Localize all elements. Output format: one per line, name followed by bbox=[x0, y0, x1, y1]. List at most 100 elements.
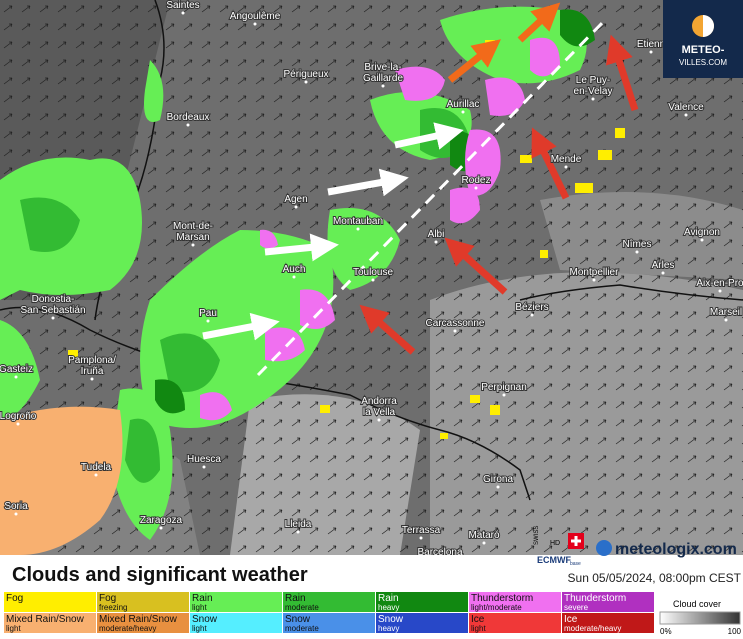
city-dot bbox=[14, 375, 18, 379]
city-label: Soria bbox=[4, 501, 28, 512]
city-label: Donostia- bbox=[32, 294, 75, 305]
city-label: Montpellier bbox=[570, 267, 620, 278]
city-label: Pamplona/ bbox=[68, 355, 116, 366]
legend-label: Thunderstorm bbox=[564, 593, 626, 604]
legend-label: Fog bbox=[99, 593, 116, 604]
legend: Fog FogfreezingRainlightRainmoderateRainh… bbox=[4, 592, 654, 633]
title: Clouds and significant weather bbox=[12, 564, 308, 586]
city-label: Nîmes bbox=[623, 239, 652, 250]
city-dot bbox=[461, 110, 465, 114]
legend-label: Ice bbox=[564, 614, 578, 625]
city-label: Brive-la- bbox=[364, 62, 401, 73]
city-dot bbox=[564, 165, 568, 169]
city-label: Bordeaux bbox=[167, 112, 210, 123]
city-dot bbox=[90, 377, 94, 381]
thunderstorm bbox=[200, 37, 560, 421]
legend-sublabel: moderate bbox=[285, 624, 319, 633]
legend-swatch bbox=[469, 592, 561, 612]
city-label: en-Velay bbox=[574, 86, 613, 97]
city-dot bbox=[635, 250, 639, 254]
city-label: Lleida bbox=[285, 519, 312, 530]
city-dot bbox=[661, 271, 665, 275]
legend-label: Snow bbox=[192, 614, 218, 625]
legend-sublabel: freezing bbox=[99, 603, 127, 612]
legend-swatch bbox=[376, 613, 468, 633]
city-label: Marseil bbox=[710, 307, 742, 318]
provider-swiss: SWISS bbox=[534, 526, 540, 545]
city-label: Toulouse bbox=[353, 267, 393, 278]
city-dot bbox=[502, 393, 506, 397]
cloud-cover-scale bbox=[659, 611, 741, 625]
city-label: Aix-en-Pro bbox=[696, 278, 743, 289]
city-dot bbox=[16, 422, 20, 426]
legend-swatch bbox=[562, 592, 654, 612]
city-label: Tudela bbox=[81, 462, 112, 473]
provider-base: base bbox=[570, 561, 581, 567]
cloud-cover-min: 0% bbox=[660, 627, 672, 636]
city-dot bbox=[356, 227, 360, 231]
brand: meteologix.com bbox=[615, 541, 737, 558]
city-dot bbox=[377, 418, 381, 422]
city-dot bbox=[51, 316, 55, 320]
city-label: Aurillac bbox=[447, 99, 480, 110]
city-labels: Saintes Angoulême Périgueux Brive-la-Gailla… bbox=[0, 0, 743, 559]
logo-text: VILLES.COM bbox=[679, 58, 727, 67]
city-label: Agen bbox=[284, 194, 307, 205]
city-dot bbox=[181, 11, 185, 15]
city-dot bbox=[304, 80, 308, 84]
city-label: Mende bbox=[551, 154, 582, 165]
city-dot bbox=[253, 22, 257, 26]
legend-label: Mixed Rain/Snow bbox=[6, 614, 85, 625]
city-label: Béziers bbox=[515, 302, 548, 313]
legend-label: Rain bbox=[192, 593, 213, 604]
legend-swatch bbox=[190, 592, 282, 612]
city-dot bbox=[474, 186, 478, 190]
logo-icon-half bbox=[703, 15, 714, 37]
legend-swatch bbox=[4, 613, 96, 633]
white-arrows bbox=[202, 122, 464, 341]
city-label: Angoulême bbox=[230, 11, 281, 22]
city-label: Etienn bbox=[637, 39, 665, 50]
legend-sublabel: moderate/heavy bbox=[564, 624, 621, 633]
orange-arrows bbox=[447, 2, 561, 83]
city-label: Rodez bbox=[462, 175, 491, 186]
city-dot bbox=[453, 329, 457, 333]
city-dot bbox=[482, 541, 486, 545]
front-line bbox=[256, 18, 607, 377]
legend-swatch bbox=[469, 613, 561, 633]
city-dot bbox=[94, 473, 98, 477]
swiss-cross bbox=[571, 536, 581, 546]
city-dot bbox=[294, 205, 298, 209]
city-dot bbox=[296, 530, 300, 534]
city-label: Auch bbox=[283, 264, 306, 275]
city-label: Avignon bbox=[684, 227, 720, 238]
city-label: Logroño bbox=[0, 411, 37, 422]
legend-label: Mixed Rain/Snow bbox=[99, 614, 178, 625]
city-dot bbox=[206, 319, 210, 323]
city-dot bbox=[159, 526, 163, 530]
city-label: Pau bbox=[199, 308, 217, 319]
legend-sublabel: moderate bbox=[285, 603, 319, 612]
city-label: Gaillarde bbox=[363, 73, 403, 84]
city-dot bbox=[592, 278, 596, 282]
legend-swatch bbox=[4, 592, 96, 612]
city-label: Périgueux bbox=[283, 69, 328, 80]
city-dot bbox=[292, 275, 296, 279]
legend-swatch bbox=[97, 592, 189, 612]
legend-label: Snow bbox=[378, 614, 404, 625]
logo-box bbox=[663, 0, 743, 78]
cloud-cover-max: 100 bbox=[728, 627, 742, 636]
provider-model: ECMWF bbox=[537, 555, 571, 565]
legend-sublabel: light/moderate bbox=[471, 603, 522, 612]
city-label: San Sebastián bbox=[20, 305, 85, 316]
legend-label: Rain bbox=[285, 593, 306, 604]
legend-swatch bbox=[283, 592, 375, 612]
legend-sublabel: heavy bbox=[378, 624, 399, 633]
city-label: Carcassonne bbox=[426, 318, 485, 329]
legend-label: Thunderstorm bbox=[471, 593, 533, 604]
city-label: Mont-de- bbox=[173, 221, 213, 232]
legend-swatch bbox=[283, 613, 375, 633]
legend-sublabel: light bbox=[471, 624, 486, 633]
